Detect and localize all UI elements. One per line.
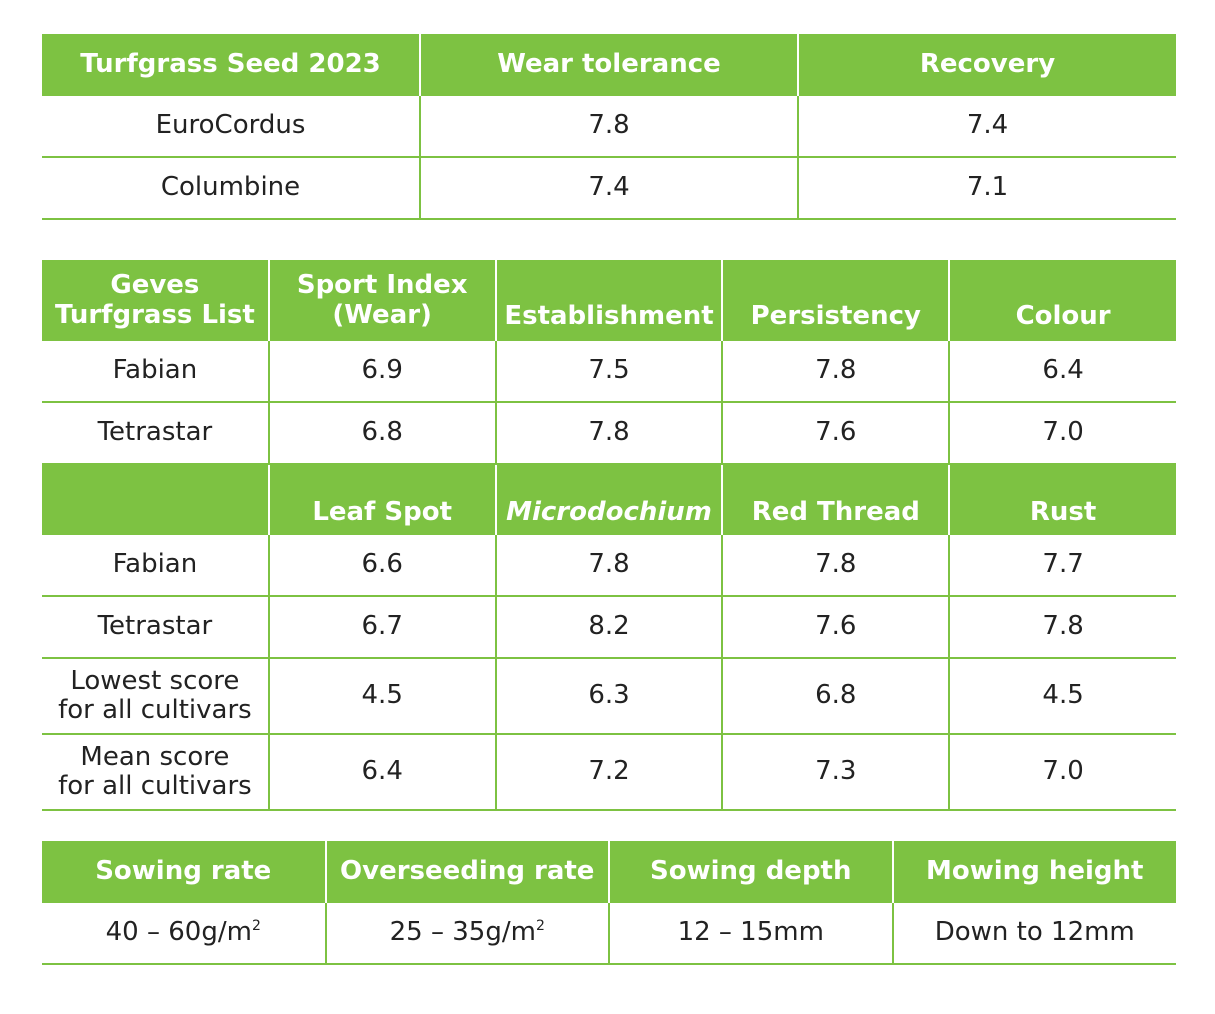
row-label: Mean score for all cultivars: [42, 734, 269, 811]
column-header: Rust: [948, 464, 1176, 535]
table-cell: 7.2: [494, 734, 723, 811]
cultivar-name: Tetrastar: [42, 402, 269, 465]
table-cell: 6.7: [267, 596, 496, 659]
cultivar-name: Columbine: [42, 157, 420, 220]
table-header-row: Sowing rate Overseeding rate Sowing dept…: [42, 841, 1176, 903]
column-header: Persistency: [721, 260, 950, 341]
row-label-line: for all cultivars: [58, 771, 252, 801]
table-cell: 6.8: [721, 658, 950, 735]
table-cell: 6.4: [948, 341, 1176, 403]
header-line: Sport Index: [296, 270, 468, 301]
value-text: 40 – 60g/m: [105, 917, 252, 948]
sowing-rate-value: 40 – 60g/m2: [42, 903, 326, 965]
table-cell: 6.8: [267, 402, 496, 465]
table-cell: 7.8: [494, 402, 723, 465]
table-cell: 7.4: [419, 157, 798, 220]
table-row: Mean score for all cultivars 6.4 7.2 7.3…: [42, 734, 1176, 811]
table-cell: 6.6: [267, 535, 496, 597]
table-header-row: Geves Turfgrass List Sport Index (Wear) …: [42, 260, 1176, 341]
cultivar-name: Fabian: [42, 535, 269, 597]
table-cell: 6.9: [267, 341, 496, 403]
table-cell: 7.1: [797, 157, 1176, 220]
cultivar-name: EuroCordus: [42, 96, 420, 158]
table-cell: 7.5: [494, 341, 723, 403]
column-header: Wear tolerance: [419, 34, 798, 96]
table-cell: 7.8: [721, 341, 950, 403]
header-line: Geves: [110, 270, 200, 301]
table-cell: 4.5: [267, 658, 496, 735]
value-text: 25 – 35g/m: [389, 917, 536, 948]
header-line: (Wear): [332, 299, 432, 330]
table-row: Lowest score for all cultivars 4.5 6.3 6…: [42, 658, 1176, 735]
geves-turfgrass-list-table: Geves Turfgrass List Sport Index (Wear) …: [42, 260, 1176, 811]
column-header: [42, 464, 269, 535]
table-cell: 7.8: [494, 535, 723, 597]
table-row: Tetrastar 6.7 8.2 7.6 7.8: [42, 596, 1176, 659]
column-header: Colour: [948, 260, 1176, 341]
column-header: Sowing depth: [608, 841, 893, 903]
superscript: 2: [535, 918, 545, 935]
table-row: Fabian 6.6 7.8 7.8 7.7: [42, 535, 1176, 597]
table-row: Columbine 7.4 7.1: [42, 157, 1176, 220]
header-line: Turfgrass List: [54, 299, 255, 330]
cultivar-name: Fabian: [42, 341, 269, 403]
table-row: EuroCordus 7.8 7.4: [42, 96, 1176, 158]
table-cell: 7.6: [721, 596, 950, 659]
sowing-info-table: Sowing rate Overseeding rate Sowing dept…: [42, 841, 1176, 965]
table-row: 40 – 60g/m2 25 – 35g/m2 12 – 15mm Down t…: [42, 903, 1176, 965]
table-cell: 7.8: [721, 535, 950, 597]
turfgrass-seed-2023-table: Turfgrass Seed 2023 Wear tolerance Recov…: [42, 34, 1176, 220]
table-cell: 7.4: [797, 96, 1176, 158]
row-label-line: for all cultivars: [58, 695, 252, 725]
column-header: Sport Index (Wear): [267, 260, 496, 341]
table-cell: 7.7: [948, 535, 1176, 597]
table-cell: 7.0: [948, 402, 1176, 465]
column-header: Geves Turfgrass List: [42, 260, 269, 341]
column-header: Turfgrass Seed 2023: [42, 34, 420, 96]
column-header: Overseeding rate: [324, 841, 609, 903]
cultivar-name: Tetrastar: [42, 596, 269, 659]
column-header: Microdochium: [494, 464, 723, 535]
table-row: Fabian 6.9 7.5 7.8 6.4: [42, 341, 1176, 403]
column-header: Red Thread: [721, 464, 950, 535]
table-cell: 6.3: [494, 658, 723, 735]
table-cell: 6.4: [267, 734, 496, 811]
table-header-row: Turfgrass Seed 2023 Wear tolerance Recov…: [42, 34, 1176, 96]
table-cell: 7.8: [419, 96, 798, 158]
table-cell: 4.5: [948, 658, 1176, 735]
sowing-depth-value: 12 – 15mm: [608, 903, 893, 965]
row-label-line: Lowest score: [70, 665, 240, 696]
table-cell: 7.3: [721, 734, 950, 811]
row-label: Lowest score for all cultivars: [42, 658, 269, 735]
table-subheader-row: Leaf Spot Microdochium Red Thread Rust: [42, 464, 1176, 535]
row-label-line: Mean score: [80, 741, 230, 772]
column-header: Sowing rate: [42, 841, 326, 903]
table-row: Tetrastar 6.8 7.8 7.6 7.0: [42, 402, 1176, 465]
table-cell: 7.0: [948, 734, 1176, 811]
table-cell: 7.8: [948, 596, 1176, 659]
table-cell: 8.2: [494, 596, 723, 659]
column-header: Recovery: [797, 34, 1176, 96]
mowing-height-value: Down to 12mm: [891, 903, 1176, 965]
table-cell: 7.6: [721, 402, 950, 465]
column-header: Establishment: [494, 260, 723, 341]
overseeding-rate-value: 25 – 35g/m2: [324, 903, 609, 965]
superscript: 2: [251, 918, 261, 935]
column-header: Leaf Spot: [267, 464, 496, 535]
column-header: Mowing height: [891, 841, 1176, 903]
